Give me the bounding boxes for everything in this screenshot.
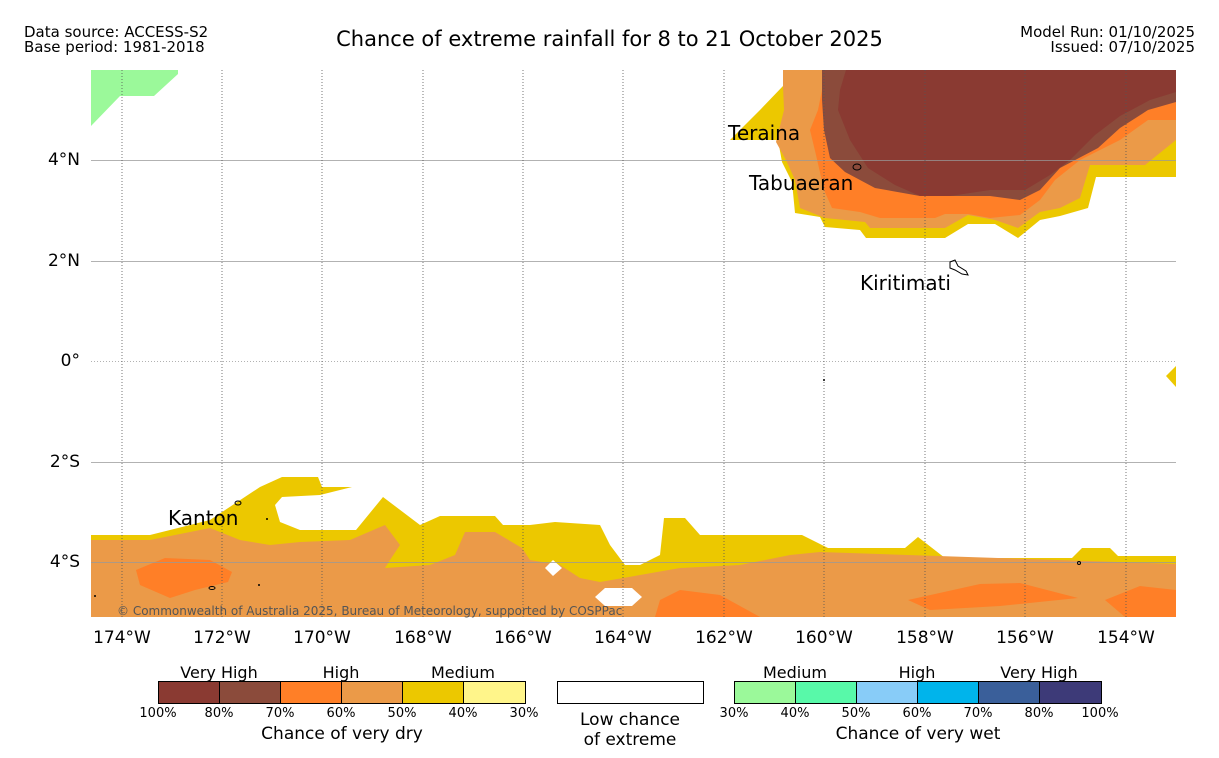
small-island-5 bbox=[823, 379, 825, 381]
dry-tick: 70% bbox=[265, 706, 295, 721]
wet-medium-region bbox=[91, 70, 178, 126]
place-label-kiritimati: Kiritimati bbox=[860, 271, 951, 295]
dry-high70-region-south-2 bbox=[655, 590, 760, 617]
low-chance-hole-1 bbox=[545, 560, 562, 576]
dry-high70-region-south-4 bbox=[1105, 586, 1176, 617]
map-title: Chance of extreme rainfall for 8 to 21 O… bbox=[336, 27, 883, 51]
dry-legend-header: Very High bbox=[180, 663, 258, 682]
wet-tick: 60% bbox=[902, 706, 932, 721]
copyright-notice: © Commonwealth of Australia 2025, Bureau… bbox=[117, 604, 623, 618]
lat-label: 0° bbox=[60, 351, 80, 371]
wet-legend-header: High bbox=[898, 663, 936, 682]
dry-high60-region-south bbox=[91, 525, 1176, 617]
lon-label: 164°W bbox=[594, 628, 652, 648]
dry-swatch bbox=[281, 682, 342, 703]
lon-label: 168°W bbox=[394, 628, 452, 648]
wet-swatch bbox=[1040, 682, 1101, 703]
base-period-label: Base period: 1981-2018 bbox=[24, 38, 205, 56]
lon-label: 170°W bbox=[293, 628, 351, 648]
dry-tick: 40% bbox=[448, 706, 478, 721]
lat-label: 4°N bbox=[47, 150, 80, 170]
dry-veryhigh100-region-north bbox=[838, 70, 1176, 196]
lon-label: 154°W bbox=[1097, 628, 1155, 648]
dry-legend-caption: Chance of very dry bbox=[261, 724, 423, 744]
low-chance-caption: Low chance of extreme bbox=[550, 710, 710, 750]
dry-tick: 30% bbox=[509, 706, 539, 721]
dry-tick: 100% bbox=[139, 706, 177, 721]
small-island-4 bbox=[258, 584, 260, 586]
dry-colorbar bbox=[158, 681, 526, 704]
wet-tick: 50% bbox=[841, 706, 871, 721]
wet-swatch bbox=[796, 682, 857, 703]
dry-swatch bbox=[342, 682, 403, 703]
kiritimati-island bbox=[949, 259, 969, 276]
dry-legend-header: High bbox=[322, 663, 360, 682]
place-label-teraina: Teraina bbox=[728, 121, 801, 145]
wet-swatch bbox=[857, 682, 918, 703]
dry-tick: 50% bbox=[387, 706, 417, 721]
lat-label: 2°S bbox=[49, 452, 80, 472]
lon-label: 174°W bbox=[93, 628, 151, 648]
lon-label: 160°W bbox=[795, 628, 853, 648]
wet-tick: 40% bbox=[780, 706, 810, 721]
dry-high70-region-south-3 bbox=[908, 583, 1078, 610]
wet-legend-header: Medium bbox=[763, 663, 827, 682]
tabuaeran-island bbox=[852, 163, 862, 171]
wet-legend-caption: Chance of very wet bbox=[835, 724, 1001, 744]
dry-swatch bbox=[220, 682, 281, 703]
dry-medium-patch-east bbox=[1166, 366, 1176, 387]
latitude-gridlines bbox=[91, 160, 1176, 563]
wet-tick: 70% bbox=[963, 706, 993, 721]
wet-tick: 30% bbox=[719, 706, 749, 721]
lon-label: 156°W bbox=[996, 628, 1054, 648]
wet-swatch bbox=[918, 682, 979, 703]
wet-legend-header: Very High bbox=[1000, 663, 1078, 682]
dry-tick: 80% bbox=[204, 706, 234, 721]
data-source-label: Data source: ACCESS-S2 bbox=[24, 23, 209, 41]
island-outlines bbox=[208, 163, 1081, 590]
wet-swatch bbox=[979, 682, 1040, 703]
wet-colorbar bbox=[734, 681, 1102, 704]
lon-label: 166°W bbox=[494, 628, 552, 648]
dry-legend-header: Medium bbox=[431, 663, 495, 682]
dry-tick: 60% bbox=[326, 706, 356, 721]
lon-label: 162°W bbox=[695, 628, 753, 648]
place-label-tabuaeran: Tabuaeran bbox=[749, 171, 854, 195]
small-island-3 bbox=[266, 518, 268, 520]
lon-label: 172°W bbox=[193, 628, 251, 648]
dry-high70-region-south-1 bbox=[136, 558, 232, 598]
kanton-island bbox=[234, 500, 242, 506]
longitude-gridlines bbox=[121, 70, 1127, 617]
model-run-label: Model Run: 01/10/2025 bbox=[1020, 23, 1195, 41]
dry-swatch bbox=[464, 682, 525, 703]
low-chance-line2: of extreme bbox=[583, 730, 677, 750]
small-island-1 bbox=[208, 586, 216, 590]
issued-label: Issued: 07/10/2025 bbox=[1050, 38, 1195, 56]
dry-swatch bbox=[159, 682, 220, 703]
wet-tick: 100% bbox=[1081, 706, 1119, 721]
wet-swatch bbox=[735, 682, 796, 703]
small-island-2 bbox=[1077, 561, 1081, 565]
lat-label: 2°N bbox=[47, 251, 80, 271]
wet-tick: 80% bbox=[1024, 706, 1054, 721]
low-chance-hole-2 bbox=[595, 588, 642, 606]
small-island-6 bbox=[94, 595, 96, 597]
low-chance-swatch bbox=[557, 681, 704, 704]
place-label-kanton: Kanton bbox=[168, 506, 239, 530]
low-chance-line1: Low chance bbox=[580, 710, 680, 730]
lat-label: 4°S bbox=[49, 552, 80, 572]
dry-swatch bbox=[403, 682, 464, 703]
lon-label: 158°W bbox=[896, 628, 954, 648]
